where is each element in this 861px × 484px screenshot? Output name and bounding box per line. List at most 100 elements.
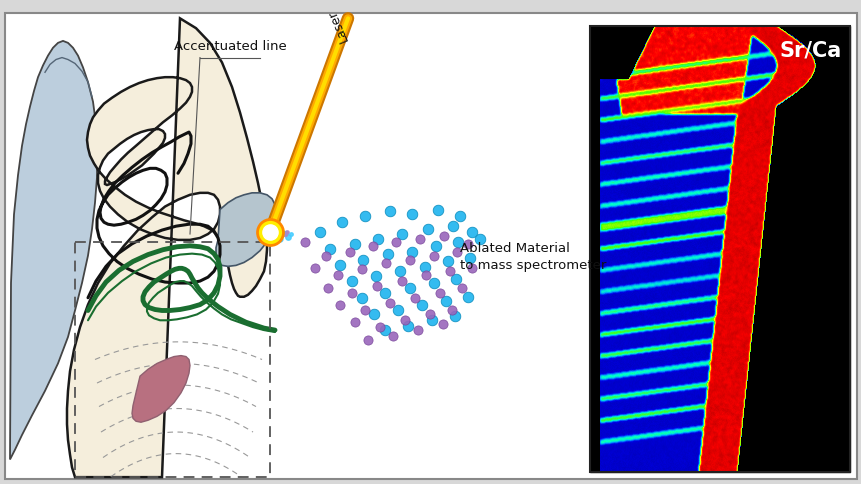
Point — [344, 278, 358, 286]
Point — [343, 248, 356, 256]
Polygon shape — [67, 19, 267, 477]
Point — [441, 258, 455, 266]
Point — [415, 301, 429, 309]
Point — [369, 283, 383, 290]
Point — [400, 323, 414, 331]
Polygon shape — [216, 194, 276, 267]
Point — [424, 317, 438, 324]
Bar — [589, 27, 849, 472]
Point — [446, 223, 460, 230]
Point — [403, 256, 417, 264]
Point — [381, 250, 394, 258]
Point — [418, 264, 431, 272]
Point — [453, 213, 467, 221]
Point — [391, 307, 405, 315]
Point — [361, 336, 375, 344]
Point — [394, 278, 408, 286]
Point — [276, 229, 289, 237]
Point — [473, 236, 486, 243]
Point — [332, 301, 346, 309]
Point — [462, 254, 476, 262]
Point — [378, 327, 392, 334]
Point — [278, 229, 292, 237]
Point — [371, 236, 385, 243]
Point — [421, 226, 435, 233]
Point — [319, 252, 332, 260]
Point — [323, 245, 337, 253]
Point — [449, 248, 463, 256]
Point — [379, 260, 393, 268]
Point — [426, 280, 440, 287]
Point — [269, 233, 283, 241]
Point — [348, 241, 362, 248]
Point — [455, 285, 468, 292]
Point — [426, 252, 440, 260]
Point — [355, 294, 369, 302]
Point — [423, 311, 437, 318]
Point — [269, 233, 282, 241]
Point — [405, 248, 418, 256]
Point — [398, 317, 412, 324]
Point — [357, 307, 371, 315]
Polygon shape — [132, 356, 189, 423]
Point — [355, 266, 369, 273]
Point — [443, 268, 456, 275]
Point — [461, 293, 474, 301]
Point — [448, 313, 461, 320]
Point — [298, 239, 312, 246]
Point — [382, 208, 396, 216]
Point — [369, 272, 382, 280]
Point — [272, 235, 286, 243]
Point — [283, 231, 297, 239]
Point — [269, 228, 283, 236]
Point — [393, 268, 406, 275]
Point — [266, 230, 280, 238]
Point — [321, 285, 335, 292]
Point — [373, 324, 387, 332]
Point — [331, 272, 344, 279]
Point — [432, 289, 446, 297]
Point — [386, 333, 400, 340]
Polygon shape — [10, 42, 97, 459]
Point — [344, 289, 358, 297]
Point — [388, 239, 402, 246]
Point — [332, 262, 346, 270]
Point — [263, 229, 276, 237]
Text: Accentuated line: Accentuated line — [173, 40, 286, 53]
Point — [407, 294, 421, 302]
Point — [430, 207, 444, 215]
Point — [266, 230, 280, 238]
Point — [263, 229, 276, 237]
Point — [313, 229, 326, 237]
Point — [378, 289, 392, 297]
Point — [269, 230, 282, 238]
Point — [437, 233, 450, 241]
Point — [418, 272, 432, 279]
Point — [274, 231, 288, 239]
Point — [436, 321, 449, 329]
Point — [438, 297, 452, 305]
Point — [403, 285, 417, 292]
Point — [281, 234, 294, 242]
Point — [394, 231, 408, 239]
Point — [277, 231, 291, 239]
Point — [366, 242, 380, 250]
Point — [444, 307, 458, 315]
Point — [307, 265, 321, 272]
Point — [269, 233, 283, 241]
Point — [450, 239, 464, 246]
Point — [411, 327, 424, 334]
Point — [265, 234, 279, 242]
Point — [269, 233, 283, 241]
Point — [335, 219, 349, 227]
Point — [357, 213, 371, 221]
Point — [465, 229, 479, 237]
Point — [405, 211, 418, 219]
Point — [356, 256, 369, 264]
Point — [461, 241, 474, 248]
Point — [465, 265, 479, 272]
Point — [348, 318, 362, 326]
Point — [269, 229, 282, 237]
Point — [382, 299, 396, 307]
Text: Sr/Ca: Sr/Ca — [779, 41, 841, 60]
